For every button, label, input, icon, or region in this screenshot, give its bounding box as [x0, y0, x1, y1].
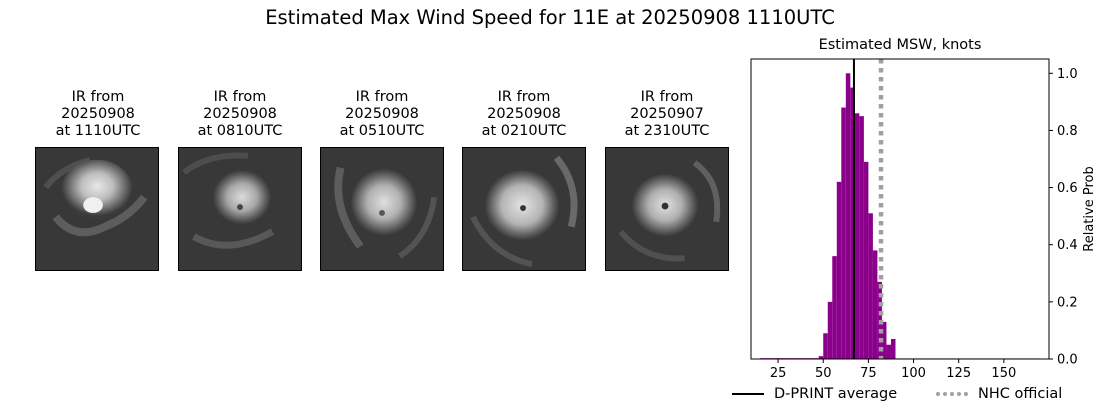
legend-label: D-PRINT average — [774, 386, 898, 402]
ir-panel: IR from 20250907 at 2310UTC — [592, 89, 742, 140]
x-tick-label: 25 — [770, 366, 787, 381]
ir-panel-title: IR from 20250908 at 0810UTC — [197, 89, 283, 139]
histogram-bar — [863, 161, 869, 359]
histogram-bar — [872, 250, 878, 359]
histogram-bar — [823, 333, 828, 359]
histogram-bar — [890, 339, 896, 359]
x-tick-label: 150 — [991, 366, 1016, 381]
histogram-bar — [850, 87, 855, 360]
ir-panel: IR from 20250908 at 0210UTC — [449, 89, 599, 140]
plot-frame — [750, 58, 1050, 360]
ir-panel: IR from 20250908 at 1110UTC — [23, 89, 173, 140]
histogram-bar — [836, 181, 842, 359]
ir-satellite-image — [605, 147, 729, 271]
x-tick-label: 100 — [901, 366, 926, 381]
ir-panel-title: IR from 20250908 at 0210UTC — [481, 89, 567, 139]
x-tick-label: 125 — [946, 366, 971, 381]
y-tick-label: 1.0 — [1057, 67, 1078, 82]
ir-panel-title: IR from 20250907 at 2310UTC — [624, 89, 710, 139]
y-tick-label: 0.2 — [1057, 295, 1078, 310]
histogram-bar — [868, 213, 873, 359]
y-tick-label: 0.8 — [1057, 124, 1078, 139]
y-axis-label: Relative Prob — [1082, 166, 1097, 251]
histogram-bar — [881, 321, 887, 359]
legend-line-dotted — [936, 392, 968, 396]
ir-panel: IR from 20250908 at 0510UTC — [307, 89, 457, 140]
y-tick-label: 0.0 — [1057, 353, 1078, 368]
ir-panel-title: IR from 20250908 at 1110UTC — [55, 89, 141, 139]
histogram-bar — [832, 256, 837, 359]
legend-item-nhc: NHC official — [936, 386, 1062, 402]
ir-satellite-image — [35, 147, 159, 271]
figure-title: Estimated Max Wind Speed for 11E at 2025… — [265, 6, 835, 29]
legend-item-dprint: D-PRINT average — [732, 386, 897, 402]
y-tick-label: 0.6 — [1057, 181, 1078, 196]
ir-satellite-image — [320, 147, 444, 271]
histogram-bar — [841, 107, 846, 359]
ir-satellite-image — [462, 147, 586, 271]
histogram-bar — [886, 344, 891, 359]
histogram-bar — [859, 116, 864, 360]
ir-panel-title: IR from 20250908 at 0510UTC — [339, 89, 425, 139]
ir-panel: IR from 20250908 at 0810UTC — [165, 89, 315, 140]
histogram-bar — [827, 301, 833, 359]
histogram-bar — [845, 73, 851, 360]
x-tick-label: 50 — [815, 366, 832, 381]
legend-line-solid — [732, 393, 764, 395]
legend-label: NHC official — [978, 386, 1063, 402]
y-tick-label: 0.4 — [1057, 238, 1078, 253]
histogram-bar — [854, 113, 860, 360]
ir-satellite-image — [178, 147, 302, 271]
legend: D-PRINT average NHC official — [728, 386, 1088, 408]
chart-title: Estimated MSW, knots — [818, 37, 982, 53]
histogram-bar — [818, 356, 824, 359]
x-tick-label: 75 — [860, 366, 877, 381]
